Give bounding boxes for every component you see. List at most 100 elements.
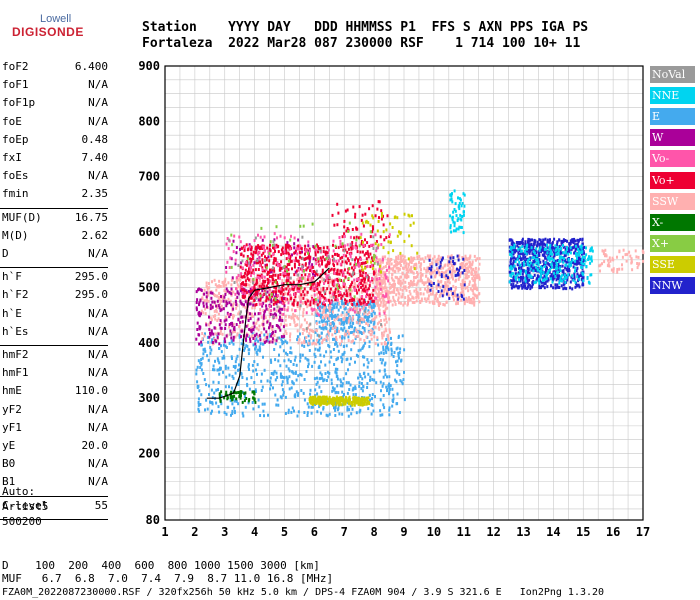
echo-point bbox=[407, 270, 410, 274]
echo-point bbox=[355, 411, 358, 415]
echo-point bbox=[248, 327, 251, 331]
echo-point bbox=[566, 268, 569, 272]
echo-point bbox=[434, 294, 437, 298]
y-tick-label: 200 bbox=[138, 447, 160, 461]
echo-point bbox=[519, 263, 522, 267]
echo-point bbox=[375, 381, 378, 385]
echo-point bbox=[257, 298, 260, 302]
echo-point bbox=[342, 323, 345, 326]
echo-point bbox=[332, 305, 335, 309]
echo-point bbox=[469, 261, 472, 265]
echo-point bbox=[576, 242, 579, 246]
echo-point bbox=[365, 290, 368, 294]
echo-point bbox=[220, 299, 223, 303]
echo-point bbox=[254, 303, 257, 307]
echo-point bbox=[553, 247, 556, 251]
echo-point bbox=[341, 255, 344, 259]
echo-point bbox=[343, 244, 346, 248]
echo-point bbox=[446, 280, 449, 284]
echo-point bbox=[528, 239, 531, 243]
echo-point bbox=[377, 343, 380, 347]
echo-point bbox=[232, 304, 234, 308]
echo-point bbox=[464, 272, 467, 276]
echo-point bbox=[328, 345, 331, 349]
echo-point bbox=[369, 280, 372, 284]
echo-point bbox=[296, 315, 299, 319]
echo-point bbox=[307, 282, 309, 286]
echo-point bbox=[329, 329, 332, 333]
echo-point bbox=[378, 312, 381, 316]
echo-point bbox=[385, 286, 388, 290]
echo-point bbox=[557, 270, 560, 274]
echo-point bbox=[472, 292, 475, 296]
echo-point bbox=[251, 363, 254, 367]
echo-point bbox=[526, 243, 529, 247]
param-label: hmF1 bbox=[2, 366, 29, 380]
param-label: h`E bbox=[2, 306, 22, 320]
echo-point bbox=[261, 385, 264, 389]
echo-point bbox=[409, 292, 412, 296]
echo-point bbox=[327, 314, 330, 318]
echo-point bbox=[233, 406, 236, 410]
echo-point bbox=[428, 282, 431, 286]
echo-point bbox=[315, 262, 318, 266]
echo-point bbox=[410, 267, 413, 271]
echo-point bbox=[270, 300, 273, 304]
echo-point bbox=[314, 271, 317, 275]
echo-point bbox=[419, 271, 422, 275]
echo-point bbox=[371, 314, 373, 318]
echo-point bbox=[379, 303, 382, 307]
echo-point bbox=[253, 381, 256, 384]
echo-point bbox=[309, 277, 312, 281]
echo-point bbox=[257, 261, 260, 265]
echo-point bbox=[368, 293, 371, 297]
echo-point bbox=[316, 312, 319, 316]
echo-point bbox=[564, 276, 567, 280]
echo-point bbox=[335, 371, 338, 375]
echo-point bbox=[357, 300, 360, 304]
echo-point bbox=[512, 272, 515, 276]
echo-point bbox=[364, 303, 367, 307]
echo-point bbox=[580, 244, 583, 248]
echo-point bbox=[276, 236, 278, 240]
echo-point bbox=[232, 307, 235, 311]
param-b0: B0 N/A bbox=[2, 457, 108, 473]
echo-point bbox=[197, 407, 200, 411]
echo-point bbox=[278, 353, 280, 357]
echo-point bbox=[232, 290, 235, 294]
echo-point bbox=[253, 239, 256, 242]
echo-point bbox=[208, 327, 211, 331]
echo-point bbox=[265, 330, 268, 334]
echo-point bbox=[363, 277, 366, 281]
echo-point bbox=[575, 243, 578, 247]
echo-point bbox=[281, 313, 283, 317]
echo-point bbox=[413, 289, 416, 293]
echo-point bbox=[520, 283, 523, 287]
echo-point bbox=[215, 310, 218, 314]
echo-point bbox=[423, 260, 426, 263]
logo-lowell: Lowell bbox=[40, 13, 72, 25]
param-value: 0.48 bbox=[81, 132, 109, 146]
echo-point bbox=[261, 238, 264, 242]
echo-point bbox=[444, 284, 447, 288]
echo-point bbox=[334, 295, 337, 298]
echo-point bbox=[327, 270, 330, 273]
echo-point bbox=[534, 249, 537, 253]
echo-point bbox=[352, 205, 355, 209]
echo-point bbox=[345, 381, 348, 385]
echo-point bbox=[399, 279, 402, 283]
echo-point bbox=[582, 250, 585, 254]
echo-point bbox=[305, 282, 308, 286]
echo-point bbox=[534, 259, 537, 263]
echo-point bbox=[367, 361, 370, 365]
echo-point bbox=[356, 250, 359, 254]
echo-point bbox=[388, 270, 391, 274]
echo-point bbox=[361, 295, 364, 298]
echo-point bbox=[538, 278, 541, 281]
echo-point bbox=[337, 284, 340, 288]
echo-point bbox=[536, 255, 539, 259]
echo-point bbox=[278, 336, 281, 340]
echo-point bbox=[365, 261, 367, 264]
echo-point bbox=[423, 297, 426, 301]
echo-point bbox=[309, 287, 312, 291]
